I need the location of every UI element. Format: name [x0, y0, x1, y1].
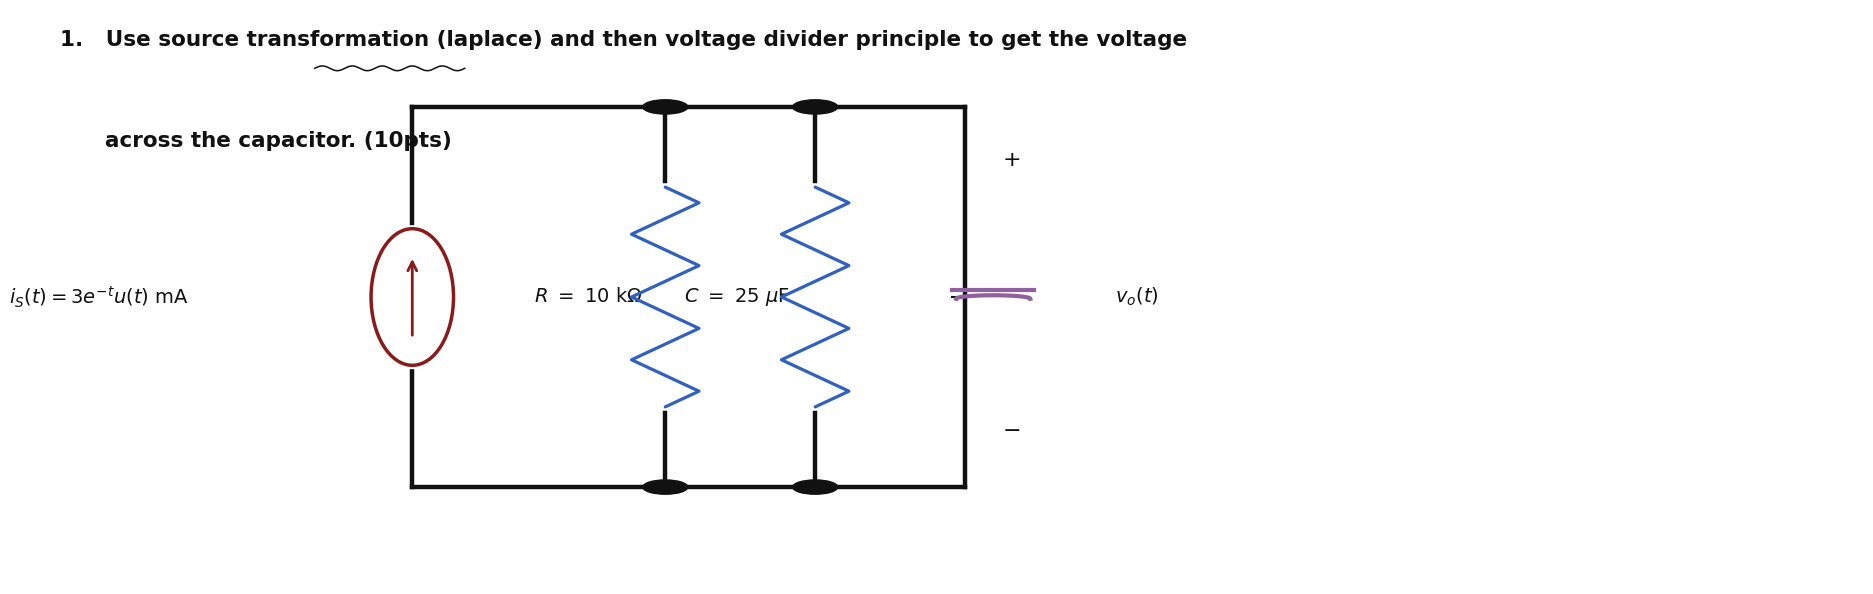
Text: $C\ =\ 25\ \mu\mathrm{F}$: $C\ =\ 25\ \mu\mathrm{F}$	[684, 286, 789, 308]
Text: −: −	[1002, 421, 1021, 441]
Text: 1.   Use source transformation (laplace) and then voltage divider principle to g: 1. Use source transformation (laplace) a…	[60, 30, 1186, 50]
Circle shape	[642, 100, 687, 114]
Text: $R\ =\ 10\ \mathrm{k}\Omega$: $R\ =\ 10\ \mathrm{k}\Omega$	[534, 287, 642, 307]
Circle shape	[792, 480, 837, 494]
Text: across the capacitor. (10pts): across the capacitor. (10pts)	[60, 131, 451, 151]
Text: $i_S(t) = 3e^{-t}u(t)\ \mathrm{mA}$: $i_S(t) = 3e^{-t}u(t)\ \mathrm{mA}$	[9, 285, 189, 309]
Text: $v_o(t)$: $v_o(t)$	[1114, 286, 1158, 308]
Bar	[361, 226, 463, 368]
Text: +: +	[1002, 150, 1021, 170]
Circle shape	[642, 480, 687, 494]
Circle shape	[792, 100, 837, 114]
